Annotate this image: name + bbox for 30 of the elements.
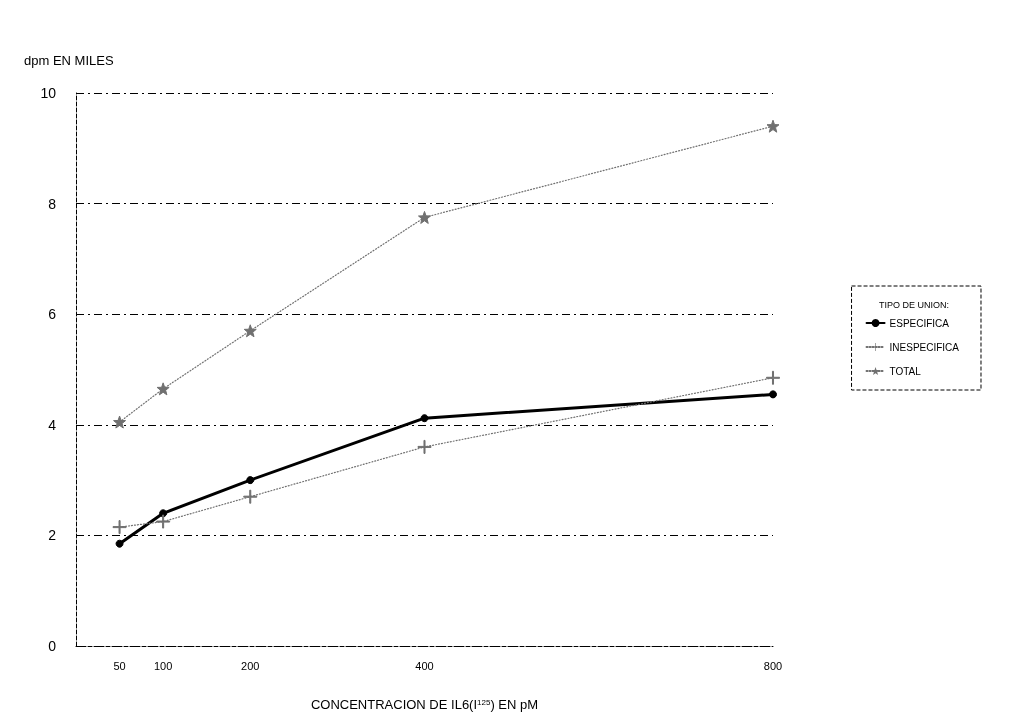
- y-tick-label: 10: [40, 85, 57, 101]
- point: [417, 439, 432, 454]
- point: [243, 489, 258, 504]
- point: [420, 414, 429, 423]
- point: [418, 210, 431, 224]
- point: [115, 539, 124, 548]
- point: [156, 382, 170, 396]
- point: [243, 324, 257, 338]
- legend-label: ESPECIFICA: [889, 317, 950, 329]
- y-tick-label: 6: [48, 306, 57, 323]
- x-tick-label: 200: [241, 659, 260, 672]
- y-tick-label: 4: [48, 416, 57, 433]
- y-axis-title: dpm EN MILES: [24, 53, 114, 68]
- point: [766, 119, 780, 133]
- x-tick-label: 50: [113, 659, 126, 672]
- point: [766, 370, 780, 385]
- point: [113, 415, 127, 429]
- x-tick-label: 800: [763, 659, 783, 672]
- legend-title: TIPO DE UNION:: [879, 299, 950, 310]
- legend-label: INESPECIFICA: [889, 341, 960, 353]
- point: [769, 390, 777, 399]
- x-tick-label: 100: [153, 659, 173, 672]
- legend-label: TOTAL: [889, 365, 922, 377]
- point: [246, 476, 255, 485]
- y-tick-label: 0: [48, 638, 57, 654]
- y-tick-label: 8: [48, 195, 57, 212]
- y-tick-label: 2: [48, 527, 57, 544]
- point: [112, 520, 127, 535]
- x-tick-label: 400: [415, 659, 434, 672]
- point: [156, 514, 171, 529]
